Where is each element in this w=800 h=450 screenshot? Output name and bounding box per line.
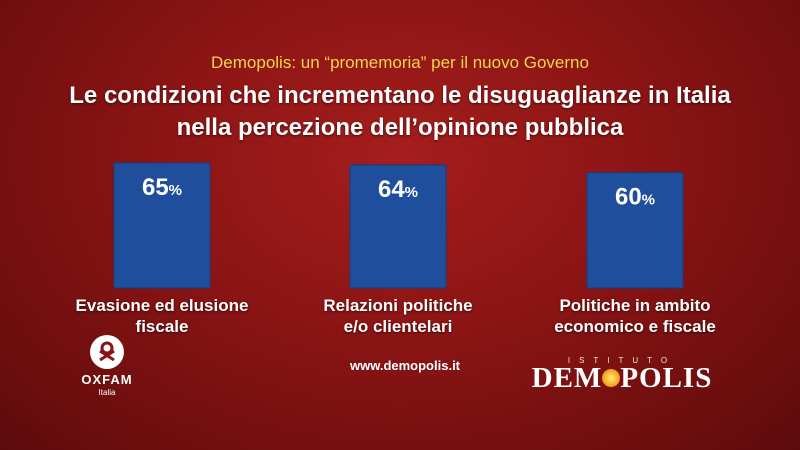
oxfam-wordmark: OXFAM	[81, 372, 133, 387]
category-label-3-line-1: Politiche in ambito	[559, 296, 711, 315]
category-label-2: Relazioni politiche e/o clientelari	[288, 295, 508, 337]
website-url: www.demopolis.it	[349, 358, 461, 373]
category-label-3: Politiche in ambito economico e fiscale	[525, 295, 745, 337]
bar-2-value-label: 64%	[378, 176, 418, 203]
category-label-2-line-2: e/o clientelari	[343, 317, 453, 336]
bar-2	[349, 164, 447, 289]
category-label-1-line-1: Evasione ed elusione	[75, 296, 249, 315]
demopolis-wordmark: DEM POLIS	[522, 362, 722, 394]
oxfam-emblem-icon	[90, 335, 124, 369]
chart-supertitle: Demopolis: un “promemoria” per il nuovo …	[211, 53, 589, 72]
chart-title: Le condizioni che incrementano le disugu…	[0, 80, 800, 144]
chart-title-line-1: Le condizioni che incrementano le disugu…	[69, 82, 731, 109]
bar-3-value-label: 60%	[615, 184, 655, 211]
oxfam-subtitle: Italia	[98, 388, 116, 397]
demopolis-wordmark-part-1: DEM	[531, 362, 603, 394]
category-label-1: Evasione ed elusione fiscale	[52, 295, 272, 337]
demopolis-wordmark-part-2: POLIS	[620, 362, 713, 394]
category-label-3-line-2: economico e fiscale	[554, 317, 716, 336]
sun-icon	[602, 369, 621, 388]
category-label-2-line-1: Relazioni politiche	[323, 296, 473, 315]
demopolis-istituto: ISTITUTO	[567, 356, 677, 365]
demopolis-logo: ISTITUTO DEM POLIS	[522, 356, 722, 394]
bar-3	[586, 172, 684, 289]
chart-title-line-2: nella percezione dell’opinione pubblica	[176, 114, 624, 141]
oxfam-logo: OXFAM Italia	[76, 335, 138, 397]
category-label-1-line-2: fiscale	[135, 317, 189, 336]
bar-1-value-label: 65%	[142, 174, 182, 201]
bar-1	[113, 162, 211, 289]
